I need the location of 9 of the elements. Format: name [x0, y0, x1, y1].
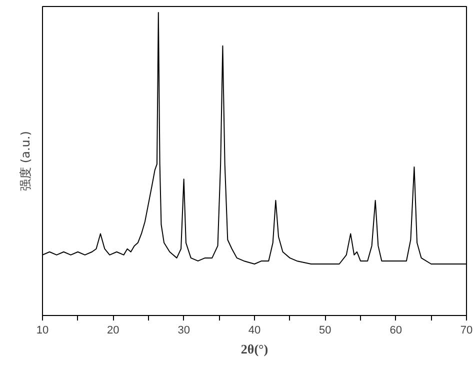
y-axis-title: 强度 (a.u.): [18, 131, 32, 191]
x-axis-title: 2θ(°): [240, 342, 268, 356]
x-tick-label: 10: [36, 324, 49, 336]
x-tick-label: 60: [390, 324, 402, 336]
x-tick-label: 50: [319, 324, 332, 336]
x-tick-label: 70: [460, 324, 473, 336]
x-tick-label: 30: [178, 324, 190, 336]
x-tick-label: 40: [248, 324, 261, 336]
x-tick-label: 20: [107, 324, 120, 336]
